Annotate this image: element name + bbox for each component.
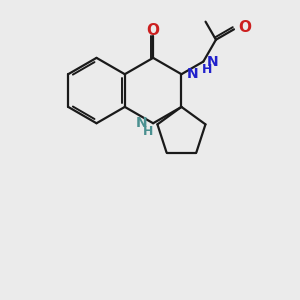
Text: H: H	[202, 63, 212, 76]
Text: H: H	[142, 125, 153, 138]
Text: N: N	[187, 67, 198, 81]
Text: N: N	[136, 116, 148, 130]
Text: O: O	[147, 23, 160, 38]
Text: N: N	[207, 55, 218, 69]
Text: O: O	[238, 20, 251, 35]
